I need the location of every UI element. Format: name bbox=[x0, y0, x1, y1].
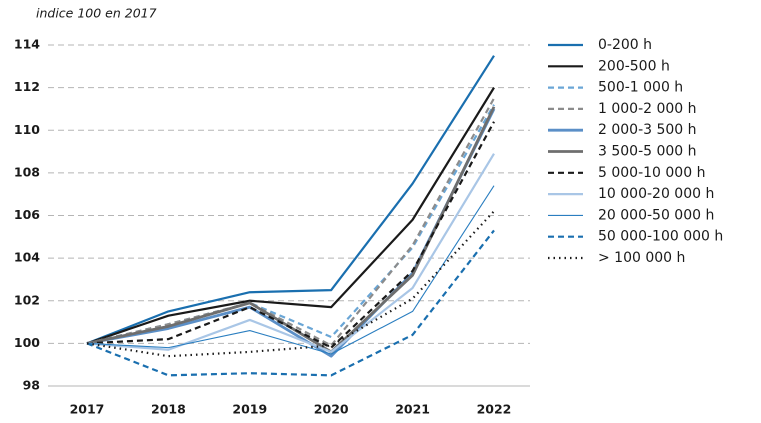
x-tick-label: 2022 bbox=[477, 402, 512, 417]
series-line bbox=[86, 121, 495, 349]
y-tick-label: 106 bbox=[14, 207, 40, 222]
x-tick-label: 2019 bbox=[232, 402, 267, 417]
legend-label: 20 000-50 000 h bbox=[598, 207, 714, 223]
legend-label: 1 000-2 000 h bbox=[598, 101, 697, 117]
x-tick-label: 2021 bbox=[395, 402, 430, 417]
y-tick-label: 100 bbox=[14, 335, 40, 350]
series-line bbox=[86, 97, 495, 347]
y-tick-label: 110 bbox=[14, 122, 40, 137]
series-line bbox=[86, 210, 495, 358]
chart-subtitle: indice 100 en 2017 bbox=[36, 6, 157, 21]
y-tick-label: 108 bbox=[14, 164, 40, 179]
legend-label: 10 000-20 000 h bbox=[598, 186, 714, 202]
series-line bbox=[86, 104, 495, 345]
legend-label: 3 500-5 000 h bbox=[598, 144, 697, 160]
y-tick-label: 102 bbox=[14, 292, 40, 307]
x-tick-label: 2017 bbox=[70, 402, 105, 417]
series-line bbox=[86, 153, 495, 353]
legend-label: 0-200 h bbox=[598, 37, 652, 53]
y-tick-label: 112 bbox=[14, 79, 40, 94]
x-tick-label: 2020 bbox=[314, 402, 349, 417]
series-line bbox=[86, 87, 495, 345]
legend-label: 5 000-10 000 h bbox=[598, 165, 705, 181]
x-tick-label: 2018 bbox=[151, 402, 186, 417]
legend-label: 500-1 000 h bbox=[598, 80, 683, 96]
series-line bbox=[86, 55, 495, 345]
series-line bbox=[86, 185, 495, 355]
legend-label: 50 000-100 000 h bbox=[598, 229, 723, 245]
legend-label: 2 000-3 500 h bbox=[598, 122, 697, 138]
y-tick-label: 104 bbox=[14, 250, 40, 265]
y-tick-label: 114 bbox=[14, 37, 40, 52]
legend-label: 200-500 h bbox=[598, 58, 670, 74]
y-tick-label: 98 bbox=[23, 378, 40, 393]
legend-label: > 100 000 h bbox=[598, 250, 685, 266]
series-line bbox=[86, 229, 495, 377]
